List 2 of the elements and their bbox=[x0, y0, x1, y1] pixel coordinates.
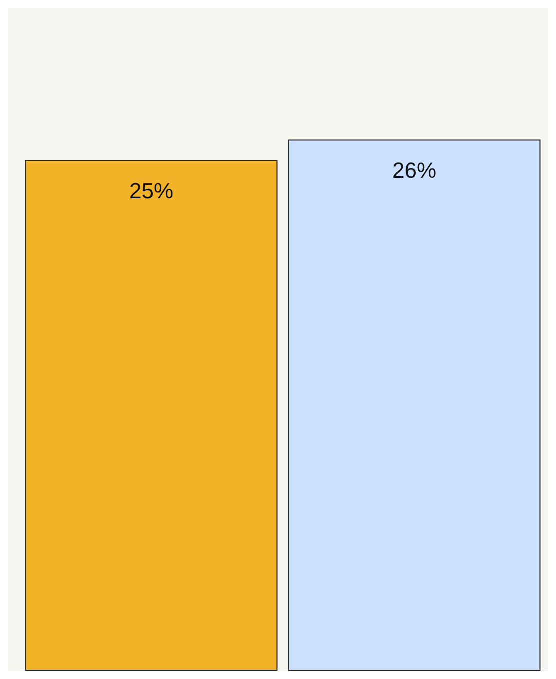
data-label: 25% bbox=[129, 178, 174, 204]
data-label: 26% bbox=[392, 158, 437, 184]
